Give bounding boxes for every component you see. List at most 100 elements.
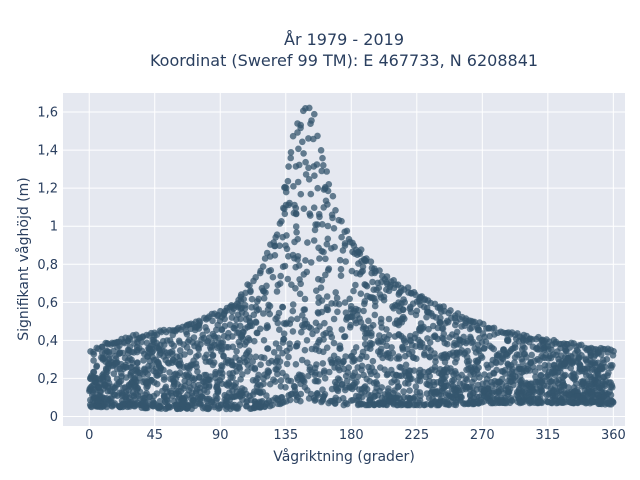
data-point (231, 302, 239, 309)
data-point (579, 394, 587, 402)
data-point (252, 303, 260, 311)
data-point (323, 168, 331, 175)
data-point (341, 299, 349, 306)
data-point (289, 132, 297, 140)
data-point (365, 363, 372, 371)
data-point (214, 344, 221, 352)
data-point (599, 378, 606, 386)
data-point (582, 356, 590, 364)
data-point (202, 324, 209, 331)
data-point (323, 240, 331, 248)
data-point (319, 221, 326, 228)
data-point (408, 348, 416, 356)
y-axis-label: Signifikant våghöjd (m) (15, 177, 32, 340)
data-point (336, 376, 343, 384)
data-point (400, 388, 407, 395)
data-point (355, 396, 363, 404)
data-point (248, 322, 255, 330)
data-point (499, 399, 506, 407)
data-point (332, 207, 339, 214)
data-point (437, 377, 445, 384)
data-point (552, 364, 559, 372)
data-point (280, 204, 287, 212)
data-point (588, 366, 595, 373)
data-point (357, 246, 365, 253)
data-point (291, 238, 298, 246)
data-point (609, 362, 616, 369)
data-point (311, 172, 318, 179)
data-point (367, 324, 374, 332)
data-point (315, 275, 322, 283)
data-point (449, 377, 456, 384)
data-point (400, 400, 408, 407)
data-point (258, 284, 266, 292)
data-point (284, 177, 292, 185)
data-point (273, 288, 281, 295)
data-point (527, 380, 535, 387)
data-point (276, 326, 283, 334)
data-point (168, 348, 176, 355)
data-point (231, 325, 238, 332)
data-point (525, 397, 533, 405)
data-point (412, 311, 420, 319)
data-point (531, 368, 539, 375)
data-point (308, 345, 316, 353)
data-point (320, 162, 327, 169)
data-point (286, 320, 294, 328)
data-point (506, 385, 514, 393)
data-point (218, 362, 225, 369)
data-point (87, 403, 95, 410)
data-point (406, 305, 414, 313)
data-point (235, 296, 242, 304)
data-point (598, 365, 606, 373)
data-point (514, 330, 521, 337)
data-point (461, 383, 468, 390)
data-point (127, 372, 134, 379)
data-point (347, 302, 355, 310)
data-point (235, 338, 243, 346)
data-point (263, 322, 271, 329)
data-point (395, 331, 403, 339)
data-point (95, 403, 103, 410)
data-point (314, 390, 321, 397)
data-point (377, 345, 385, 353)
data-point (297, 190, 305, 198)
data-point (266, 380, 274, 388)
data-point (504, 336, 512, 344)
x-tick-label: 90 (212, 428, 229, 443)
data-point (107, 395, 114, 402)
data-point (90, 368, 98, 376)
data-point (432, 354, 439, 361)
data-point (267, 267, 275, 274)
data-point (588, 376, 596, 383)
data-point (201, 371, 208, 379)
data-point (285, 201, 292, 209)
data-point (213, 384, 220, 391)
data-point (554, 380, 562, 387)
data-point (187, 395, 195, 402)
x-tick-labels: 0 45 90 135 180 225 270 315 360 (85, 428, 626, 443)
data-point (417, 392, 424, 400)
data-point (424, 381, 432, 389)
x-tick-label: 270 (470, 428, 495, 443)
data-point (334, 364, 342, 372)
data-point (571, 376, 578, 383)
data-point (452, 370, 460, 377)
data-point (131, 383, 138, 391)
data-point (332, 289, 340, 296)
data-point (355, 260, 362, 267)
data-point (302, 171, 310, 178)
data-point (316, 323, 323, 330)
data-point (460, 338, 467, 346)
data-point (334, 355, 342, 363)
x-tick-label: 360 (601, 428, 626, 443)
data-point (110, 347, 117, 355)
data-point (281, 210, 289, 218)
data-point (188, 405, 195, 413)
data-point (489, 399, 497, 407)
data-point (184, 364, 191, 372)
data-point (116, 365, 124, 373)
data-point (370, 379, 378, 387)
data-point (141, 350, 148, 358)
data-point (239, 328, 247, 336)
